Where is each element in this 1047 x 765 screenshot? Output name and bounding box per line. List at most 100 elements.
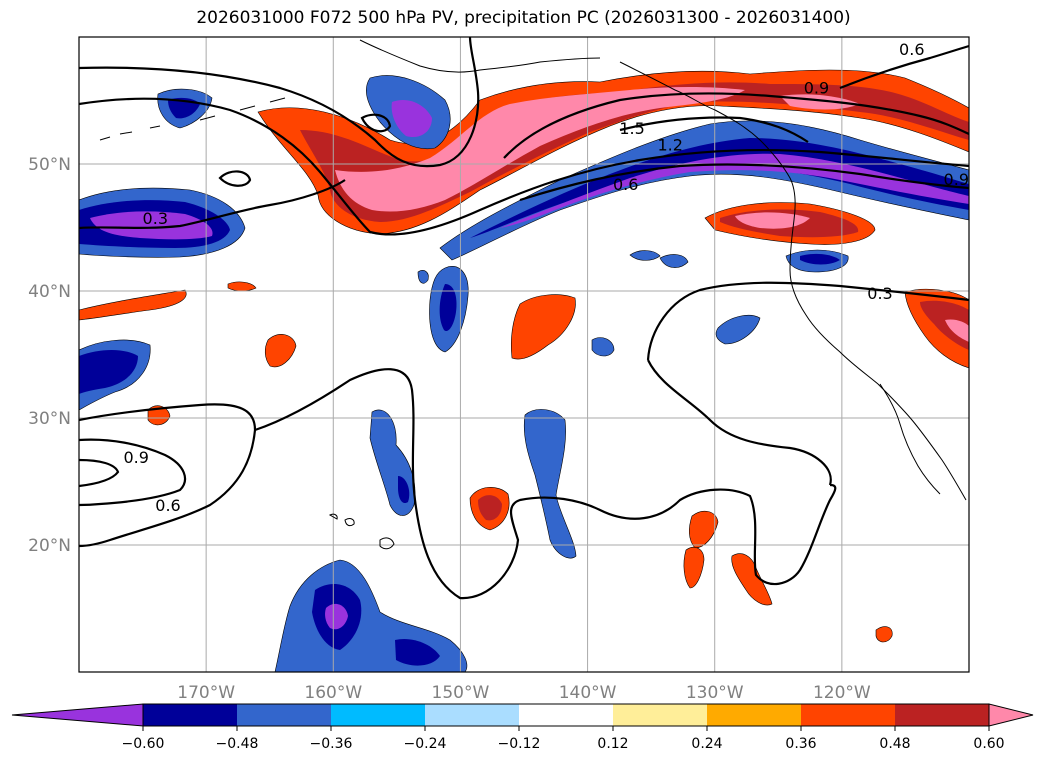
- chart-title: 2026031000 F072 500 hPa PV, precipitatio…: [196, 8, 851, 28]
- pv-contour-south-1: [79, 403, 257, 548]
- lon-label-1: 160°W: [304, 683, 362, 703]
- precip-positive-south-1: [689, 510, 719, 549]
- colorbar: −0.60 −0.48 −0.36 −0.24 −0.12 0.12 0.24 0.36 0.4…: [11, 703, 1034, 752]
- precip-negative-center-core: [398, 476, 410, 504]
- pv-contour-north-3: [503, 92, 969, 159]
- pv-contour-small-loop-1: [218, 170, 252, 187]
- colorbar-segment-9: [895, 704, 989, 726]
- colorbar-segment-3: [331, 704, 425, 726]
- precip-negative-west-peak: [90, 211, 213, 240]
- pv-contour-north-5: [519, 163, 969, 202]
- contour-label-1: 0.6: [613, 175, 638, 194]
- colorbar-tick-3: −0.24: [404, 736, 447, 752]
- precip-negative-mid-south: [523, 409, 577, 559]
- precip-negative-mid-north-core: [439, 284, 457, 332]
- precip-negative-coast-core: [800, 253, 840, 265]
- precip-negative-south-peak: [325, 603, 348, 630]
- coastline-north-america: [619, 61, 967, 501]
- pv-contour-mid-big: [646, 281, 969, 361]
- colorbar-tick-8: 0.48: [879, 736, 910, 752]
- precip-positive-center-core: [478, 495, 502, 521]
- lat-label-2: 30°N: [28, 409, 71, 429]
- colorbar-extend-max: [988, 703, 1034, 727]
- pv-contour-small-loop-2: [360, 113, 392, 133]
- colorbar-tick-0: −0.60: [122, 736, 165, 752]
- pv-contour-center-big: [254, 368, 837, 600]
- contour-label-6: 0.9: [944, 170, 969, 189]
- colorbar-tick-5: 0.12: [597, 736, 628, 752]
- contour-label-9: 0.6: [155, 496, 180, 515]
- map-frame: [78, 36, 970, 673]
- precip-negative-alaska-core: [391, 99, 432, 138]
- coastlines: [99, 39, 967, 550]
- precip-positive-west-small: [79, 289, 187, 321]
- coastline-alaska: [359, 39, 601, 73]
- colorbar-tick-1: −0.48: [216, 736, 259, 752]
- colorbar-tick-9: 0.60: [973, 736, 1004, 752]
- contour-label-0: 0.3: [143, 209, 168, 228]
- lon-label-4: 130°W: [686, 683, 744, 703]
- coastline-baja: [879, 383, 941, 495]
- pv-contour-south-3: [79, 458, 120, 488]
- precip-negative-small-4: [659, 254, 689, 268]
- lat-label-3: 20°N: [28, 536, 71, 556]
- precip-positive-south-2: [683, 547, 705, 589]
- lon-label-0: 170°W: [177, 683, 235, 703]
- colorbar-tick-7: 0.36: [785, 736, 816, 752]
- pv-contour-ne: [839, 44, 969, 90]
- contour-label-2: 1.2: [657, 135, 682, 154]
- precip-negative-small-5: [417, 270, 429, 284]
- precip-positive-small-a: [227, 281, 257, 292]
- lon-label-5: 120°W: [813, 683, 871, 703]
- pv-contour-north-4: [619, 116, 809, 143]
- pv-contour-west: [79, 179, 346, 230]
- precip-positive-east-core: [920, 300, 969, 350]
- colorbar-tick-2: −0.36: [310, 736, 353, 752]
- precip-positive-east-peak: [945, 319, 969, 342]
- colorbar-tick-4: −0.12: [498, 736, 541, 752]
- precip-negative-small-3: [629, 250, 661, 261]
- contour-label-5: 0.6: [899, 40, 924, 59]
- coastline-islands: [328, 513, 395, 550]
- precip-positive-south-4: [875, 626, 893, 643]
- lon-label-2: 150°W: [432, 683, 490, 703]
- contour-labels: 0.3 0.6 1.2 1.5 0.9 0.6 0.9 0.3 0.9 0.6: [123, 40, 969, 515]
- pv-contour-north-1: [79, 37, 480, 168]
- precip-negative-small-2: [715, 315, 761, 345]
- precip-positive-mid: [510, 294, 576, 360]
- precip-negative-south-core-2: [395, 638, 440, 666]
- precip-positive-band-peak: [335, 87, 745, 212]
- colorbar-tick-6: 0.24: [691, 736, 722, 752]
- pv-contours: [79, 37, 969, 600]
- precip-positive-coast-peak: [735, 212, 810, 229]
- pv-contour-south-2: [79, 438, 187, 507]
- colorbar-segment-1: [143, 704, 237, 726]
- colorbar-segment-8: [801, 704, 895, 726]
- contour-label-3: 1.5: [619, 119, 644, 138]
- latitude-labels: 50°N 40°N 30°N 20°N: [28, 155, 71, 556]
- colorbar-extend-min: [11, 703, 144, 727]
- precip-negative-small-1: [591, 337, 615, 357]
- colorbar-segment-4: [425, 704, 519, 726]
- precip-positive-small-c: [147, 405, 171, 426]
- precip-negative-band-core: [470, 138, 969, 238]
- contour-label-7: 0.3: [867, 284, 892, 303]
- colorbar-segment-6: [613, 704, 707, 726]
- pv-contour-mid-2: [647, 359, 832, 486]
- colorbar-segment-7: [707, 704, 801, 726]
- precip-positive-small-b: [264, 334, 297, 368]
- coastline-aleutians: [99, 97, 286, 141]
- colorbar-segment-2: [237, 704, 331, 726]
- contour-label-4: 0.9: [804, 78, 829, 97]
- lat-label-1: 40°N: [28, 282, 71, 302]
- longitude-labels: 170°W 160°W 150°W 140°W 130°W 120°W: [177, 683, 871, 703]
- lon-label-3: 140°W: [559, 683, 617, 703]
- lat-label-0: 50°N: [28, 155, 71, 175]
- colorbar-segment-5: [519, 704, 613, 726]
- precip-negative-sw-core: [79, 350, 138, 394]
- contour-label-8: 0.9: [123, 448, 148, 467]
- colorbar-frame: [142, 703, 990, 727]
- pv-contour-north-2: [79, 97, 969, 236]
- precip-fields: [79, 69, 969, 672]
